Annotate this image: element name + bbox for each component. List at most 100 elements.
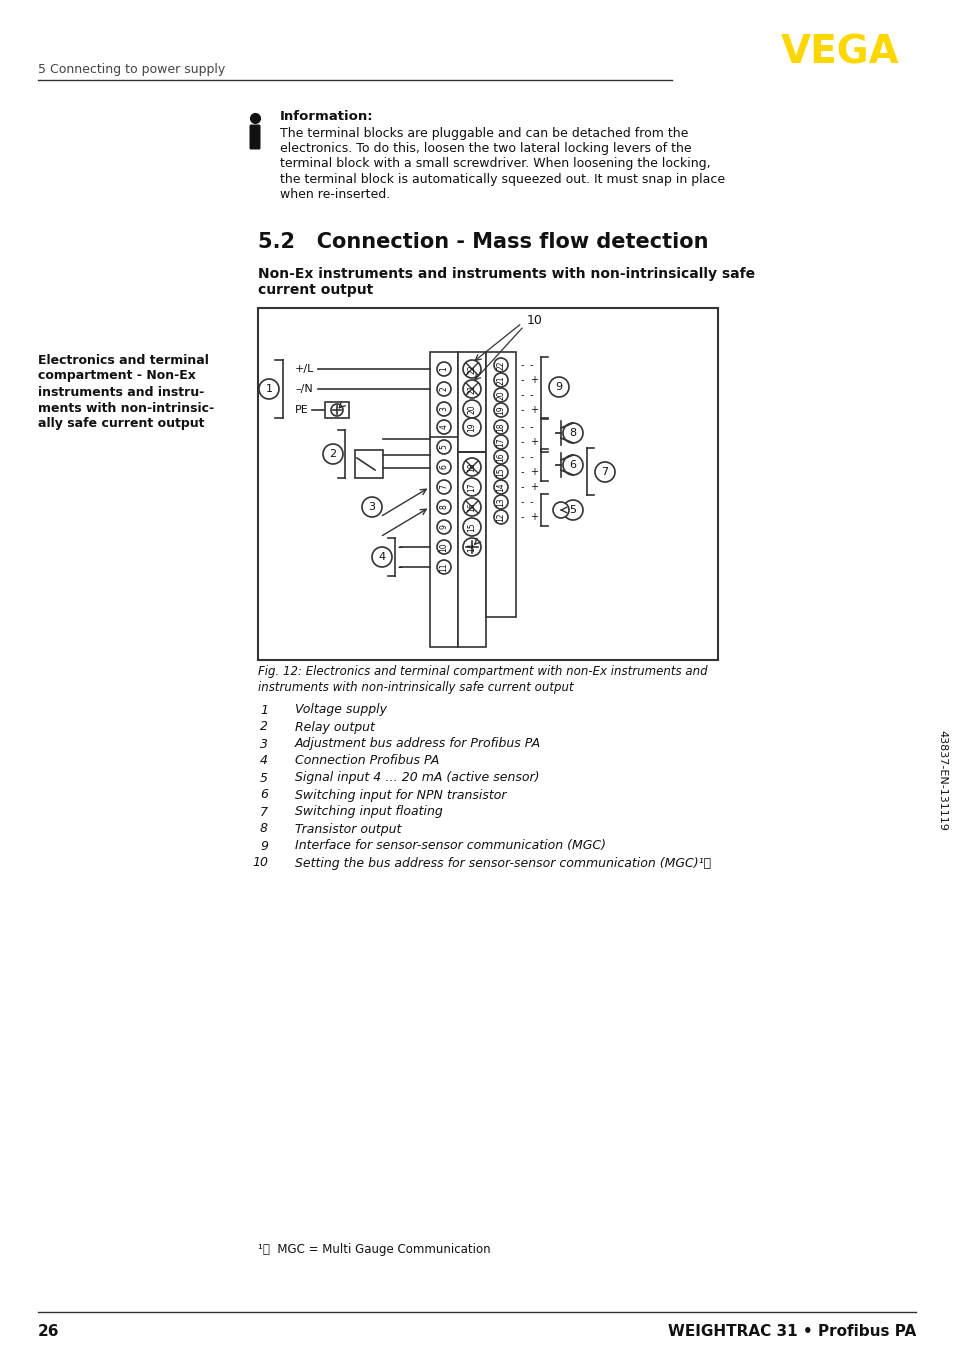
Text: 12: 12: [496, 512, 505, 521]
Text: +: +: [530, 482, 537, 492]
Text: -: -: [530, 360, 533, 370]
Text: 8: 8: [569, 428, 576, 437]
Text: Interface for sensor-sensor communication (MGC): Interface for sensor-sensor communicatio…: [294, 839, 605, 853]
Circle shape: [436, 500, 451, 515]
Text: 10: 10: [439, 542, 448, 552]
Text: Connection Profibus PA: Connection Profibus PA: [294, 754, 439, 768]
Circle shape: [436, 440, 451, 454]
Text: 4: 4: [260, 754, 268, 768]
Circle shape: [361, 497, 381, 517]
Text: -: -: [520, 390, 524, 399]
Text: 18: 18: [467, 462, 476, 471]
Text: 21: 21: [496, 375, 505, 385]
Text: 17: 17: [496, 437, 505, 447]
Circle shape: [494, 420, 507, 435]
Bar: [457, 352, 485, 452]
Text: –: –: [397, 562, 402, 571]
Text: Information:: Information:: [280, 110, 374, 122]
Text: instruments with non-intrinsically safe current output: instruments with non-intrinsically safe …: [257, 681, 573, 693]
Bar: [485, 352, 516, 617]
Text: 8: 8: [260, 822, 268, 835]
Circle shape: [462, 360, 480, 378]
Circle shape: [494, 510, 507, 524]
Circle shape: [562, 422, 582, 443]
Text: 14: 14: [467, 542, 476, 552]
Text: -: -: [530, 452, 533, 462]
Circle shape: [494, 403, 507, 417]
Text: 17: 17: [467, 482, 476, 492]
Text: -: -: [530, 390, 533, 399]
Text: Voltage supply: Voltage supply: [294, 704, 387, 716]
Text: the terminal block is automatically squeezed out. It must snap in place: the terminal block is automatically sque…: [280, 173, 724, 185]
Text: 19: 19: [496, 405, 505, 414]
Circle shape: [462, 478, 480, 496]
Text: 3: 3: [368, 502, 375, 512]
Circle shape: [494, 372, 507, 387]
Text: +: +: [530, 437, 537, 447]
Bar: [257, 307, 718, 659]
Text: WEIGHTRAC 31 • Profibus PA: WEIGHTRAC 31 • Profibus PA: [667, 1324, 915, 1339]
Text: -: -: [520, 422, 524, 432]
Text: 5: 5: [569, 505, 576, 515]
Text: 9: 9: [555, 382, 562, 393]
Text: 2: 2: [439, 387, 448, 391]
Circle shape: [436, 402, 451, 416]
Text: 15: 15: [467, 523, 476, 532]
Text: +: +: [530, 467, 537, 477]
Text: -: -: [520, 360, 524, 370]
Circle shape: [258, 379, 278, 399]
Text: 10: 10: [252, 857, 268, 869]
Text: –: –: [397, 542, 402, 552]
Circle shape: [562, 455, 582, 475]
Text: terminal block with a small screwdriver. When loosening the locking,: terminal block with a small screwdriver.…: [280, 157, 710, 171]
Text: 16: 16: [467, 502, 476, 512]
Text: -: -: [520, 467, 524, 477]
Text: +: +: [530, 375, 537, 385]
Text: 7: 7: [600, 467, 608, 477]
Text: 19: 19: [467, 422, 476, 432]
Text: -: -: [530, 422, 533, 432]
Text: 7: 7: [260, 806, 268, 819]
Text: 20: 20: [467, 405, 476, 414]
Text: Signal input 4 … 20 mA (active sensor): Signal input 4 … 20 mA (active sensor): [294, 772, 539, 784]
Bar: [430, 352, 457, 647]
Circle shape: [553, 502, 568, 519]
Circle shape: [436, 420, 451, 435]
Text: Fig. 12: Electronics and terminal compartment with non-Ex instruments and: Fig. 12: Electronics and terminal compar…: [257, 666, 707, 678]
Text: 18: 18: [496, 422, 505, 432]
Text: -: -: [520, 437, 524, 447]
Text: 6: 6: [260, 788, 268, 802]
Circle shape: [494, 389, 507, 402]
Text: 9: 9: [260, 839, 268, 853]
Text: 15: 15: [496, 467, 505, 477]
Text: 26: 26: [38, 1324, 59, 1339]
Text: 1: 1: [260, 704, 268, 716]
Circle shape: [436, 481, 451, 494]
Circle shape: [494, 464, 507, 479]
Text: 13: 13: [496, 497, 505, 506]
Text: 22: 22: [467, 364, 476, 374]
Circle shape: [436, 382, 451, 395]
Text: 2: 2: [329, 450, 336, 459]
Circle shape: [494, 481, 507, 494]
Circle shape: [323, 444, 343, 464]
Bar: [457, 452, 485, 647]
Text: +: +: [530, 512, 537, 523]
Text: when re-inserted.: when re-inserted.: [280, 188, 390, 202]
Circle shape: [494, 435, 507, 450]
Circle shape: [494, 357, 507, 372]
Text: Switching input floating: Switching input floating: [294, 806, 442, 819]
Circle shape: [462, 498, 480, 516]
Text: Transistor output: Transistor output: [294, 822, 401, 835]
Circle shape: [548, 376, 568, 397]
FancyBboxPatch shape: [250, 125, 260, 149]
Text: 1: 1: [265, 385, 273, 394]
Text: -: -: [530, 497, 533, 506]
Circle shape: [436, 561, 451, 574]
Text: 8: 8: [439, 505, 448, 509]
Circle shape: [436, 460, 451, 474]
Text: Setting the bus address for sensor-sensor communication (MGC)¹⧩: Setting the bus address for sensor-senso…: [294, 857, 710, 869]
Text: ¹⧩  MGC = Multi Gauge Communication: ¹⧩ MGC = Multi Gauge Communication: [257, 1243, 490, 1257]
Text: ments with non-intrinsic-: ments with non-intrinsic-: [38, 402, 213, 414]
Circle shape: [494, 496, 507, 509]
